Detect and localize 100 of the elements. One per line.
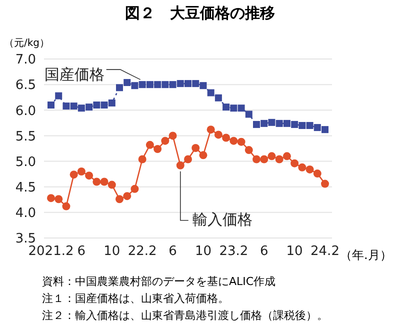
- point: [290, 159, 299, 168]
- point: [244, 146, 253, 154]
- point: [124, 79, 131, 86]
- series-label: 国産価格: [44, 66, 104, 84]
- x-tick-label: 10: [286, 244, 303, 260]
- point: [184, 155, 192, 164]
- point: [298, 163, 306, 172]
- x-tick-label: 6: [260, 244, 268, 260]
- point: [123, 192, 132, 200]
- x-axis-title: （年.月）: [340, 247, 392, 264]
- y-tick-label: 6.5: [15, 78, 36, 94]
- point: [116, 195, 124, 204]
- point: [313, 170, 322, 178]
- point: [282, 152, 291, 160]
- point: [70, 170, 78, 179]
- point: [298, 122, 306, 129]
- y-tick-label: 5.0: [15, 154, 36, 170]
- point: [252, 155, 260, 164]
- point: [192, 80, 200, 88]
- point: [192, 144, 200, 152]
- y-tick-label: 3.5: [15, 232, 36, 247]
- point: [54, 195, 63, 204]
- point: [199, 151, 208, 160]
- point: [130, 184, 139, 193]
- text: 輸入価格: [192, 210, 252, 228]
- point: [268, 118, 276, 126]
- point: [78, 104, 85, 112]
- point: [314, 124, 321, 132]
- point: [131, 82, 138, 90]
- point: [214, 94, 222, 102]
- point: [321, 180, 329, 188]
- point: [222, 134, 230, 142]
- point: [154, 81, 162, 88]
- point: [283, 120, 290, 127]
- point: [268, 152, 276, 160]
- point: [116, 84, 123, 92]
- y-tick-label: 5.5: [15, 129, 36, 144]
- x-tick-label: 10: [104, 244, 120, 260]
- y-tick-label: 4.5: [15, 180, 36, 196]
- point: [161, 136, 170, 145]
- point: [70, 102, 78, 110]
- point: [291, 120, 298, 128]
- point: [86, 104, 93, 111]
- x-tick-label: 10: [194, 244, 212, 260]
- point: [138, 81, 146, 88]
- point: [237, 138, 246, 146]
- text: 注２：輸入価格は、山東省青島港引渡し価格（課税後）。: [42, 308, 328, 324]
- point: [322, 126, 328, 134]
- point: [275, 155, 284, 164]
- point: [230, 136, 238, 145]
- point: [62, 202, 70, 210]
- point: [176, 161, 184, 170]
- x-tick-label: 22.2: [128, 244, 157, 260]
- point: [146, 81, 154, 88]
- x-tick-label: 24.2: [310, 244, 340, 260]
- point: [55, 92, 62, 100]
- text: 注１：国産価格は、山東省入荷価格。: [42, 291, 230, 307]
- point: [260, 155, 268, 164]
- point: [176, 80, 184, 88]
- y-tick-label: 7.0: [15, 52, 36, 68]
- point: [92, 178, 101, 186]
- point: [306, 122, 314, 129]
- point: [108, 180, 116, 189]
- point: [85, 172, 94, 180]
- x-tick-label: 23.2: [219, 244, 248, 260]
- text: 資料：中国農業農村部のデータを基にALIC作成: [42, 274, 277, 290]
- point: [47, 194, 55, 202]
- chart-title: 図２ 大豆価格の推移: [124, 4, 276, 23]
- y-tick-label: 6.0: [15, 104, 36, 119]
- point: [154, 145, 162, 154]
- x-tick-label: 6: [77, 244, 86, 260]
- point: [100, 102, 108, 109]
- point: [200, 82, 207, 90]
- point: [108, 99, 116, 106]
- x-tick-label: 2021.2: [28, 244, 74, 260]
- point: [230, 104, 238, 112]
- point: [146, 140, 154, 149]
- point: [276, 120, 283, 127]
- point: [162, 81, 169, 88]
- y-axis-title: （元/kg）: [4, 37, 50, 50]
- point: [238, 104, 245, 112]
- point: [100, 178, 108, 186]
- point: [222, 104, 230, 111]
- point: [77, 168, 86, 176]
- point: [253, 120, 260, 128]
- point: [48, 102, 54, 109]
- point: [206, 126, 215, 134]
- point: [184, 80, 192, 88]
- y-tick-label: 4.0: [15, 206, 36, 222]
- point: [214, 130, 222, 139]
- point: [138, 155, 146, 164]
- point: [260, 120, 268, 127]
- x-tick-label: 6: [168, 244, 177, 260]
- point: [168, 132, 177, 140]
- point: [93, 102, 100, 109]
- point: [62, 102, 70, 110]
- point: [207, 89, 214, 96]
- point: [169, 81, 176, 88]
- point: [306, 165, 314, 174]
- point: [245, 110, 252, 118]
